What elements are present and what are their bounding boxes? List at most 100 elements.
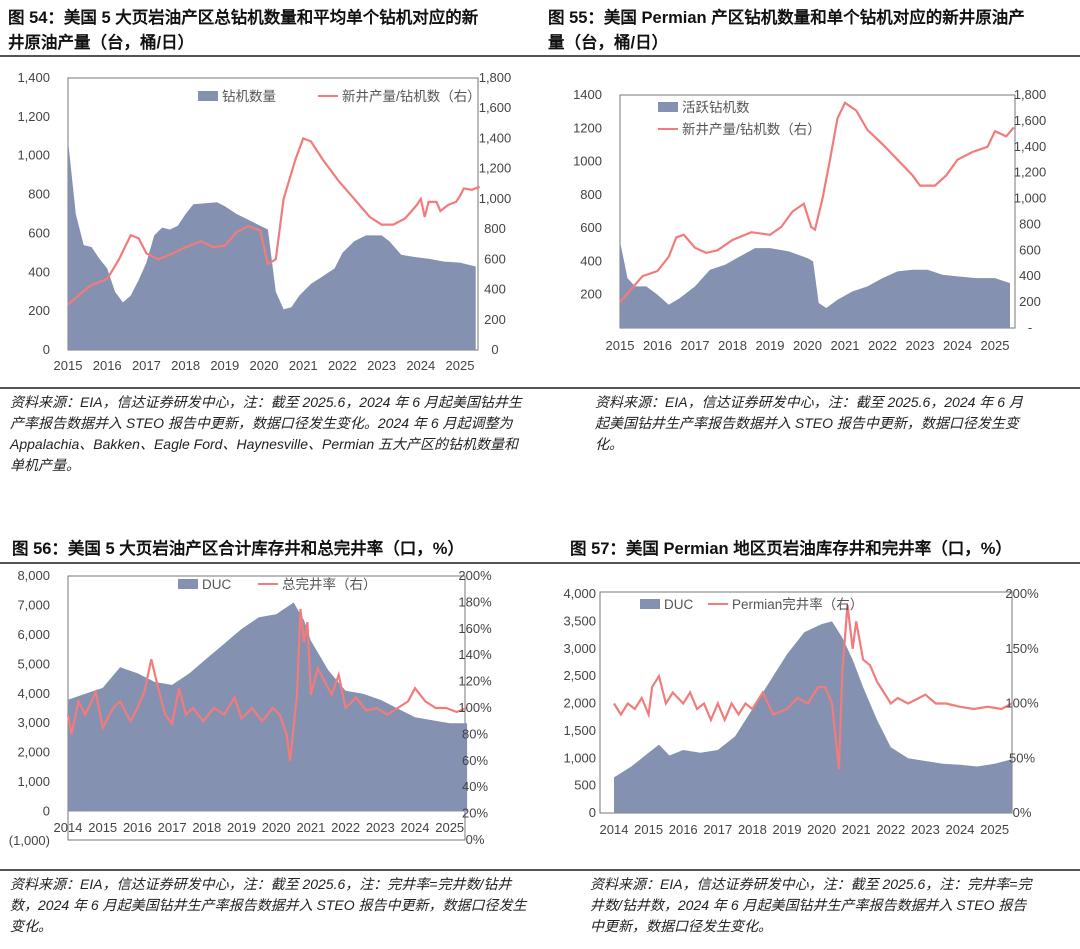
- x-tick-label: 2020: [793, 338, 822, 353]
- x-tick-label: 2016: [123, 820, 152, 835]
- x-tick-label: 2023: [906, 338, 935, 353]
- x-tick-label: 2025: [435, 820, 464, 835]
- x-tick-label: 2024: [401, 820, 430, 835]
- x-tick-label: 2017: [132, 358, 161, 373]
- x-tick-label: 2016: [643, 338, 672, 353]
- y2-tick-label: 1,600: [479, 100, 512, 115]
- x-tick-label: 2024: [946, 822, 975, 837]
- y2-tick-label: 0%: [1013, 805, 1032, 820]
- y2-tick-label: 1,600: [1014, 113, 1047, 128]
- y-tick-label: 500: [574, 778, 596, 793]
- y-tick-label: 1,000: [563, 750, 596, 765]
- x-tick-label: 2019: [227, 820, 256, 835]
- y2-tick-label: 1,400: [479, 130, 512, 145]
- y2-tick-label: 160%: [458, 621, 492, 636]
- chart-55-note: 资料来源：EIA，信达证券研发中心，注：截至 2025.6，2024 年 6 月…: [595, 394, 1023, 452]
- y-tick-label: 4,000: [563, 586, 596, 601]
- y2-tick-label: 60%: [462, 753, 488, 768]
- y-tick-label: 7,000: [17, 597, 50, 612]
- x-tick-label: 2023: [911, 822, 940, 837]
- legend-label: Permian完井率（右）: [732, 596, 863, 612]
- chart-57-title: 图 57：美国 Permian 地区页岩油库存井和完井率（口，%）: [570, 540, 1012, 558]
- y-tick-label: 800: [580, 187, 602, 202]
- x-tick-label: 2021: [831, 338, 860, 353]
- x-tick-label: 2021: [842, 822, 871, 837]
- x-tick-label: 2016: [93, 358, 122, 373]
- chart-54-title: 图 54：美国 5 大页岩油产区总钻机数量和平均单个钻机对应的新 井原油产量（台，…: [8, 9, 479, 52]
- legend-swatch-area: [640, 599, 660, 609]
- y-tick-label: 400: [28, 264, 50, 279]
- chart-57-note: 资料来源：EIA，信达证券研发中心，注：截至 2025.6，注：完井率=完井数/…: [590, 876, 1032, 934]
- legend-label: 钻机数量: [222, 89, 276, 104]
- x-tick-label: 2022: [331, 820, 360, 835]
- y-tick-label: 1,200: [17, 109, 50, 124]
- x-tick-label: 2020: [262, 820, 291, 835]
- chart-55-title: 图 55：美国 Permian 产区钻机数量和单个钻机对应的新井原油产 量（台，桶…: [548, 9, 1025, 52]
- y-tick-label: 2,500: [563, 668, 596, 683]
- x-tick-label: 2015: [606, 338, 635, 353]
- y2-tick-label: 1,400: [1014, 139, 1047, 154]
- legend-label: 总完井率（右）: [282, 576, 377, 592]
- x-tick-label: 2018: [738, 822, 767, 837]
- y2-tick-label: 1,800: [1014, 87, 1047, 102]
- y2-tick-label: 1,200: [1014, 165, 1047, 180]
- chart-56-title: 图 56：美国 5 大页岩油产区合计库存井和总完井率（口，%）: [12, 540, 464, 558]
- line-series: [619, 101, 1015, 303]
- x-tick-label: 2018: [192, 820, 221, 835]
- y2-tick-label: 400: [1019, 268, 1041, 283]
- legend-label: 新井产量/钻机数（右）: [342, 89, 481, 104]
- x-tick-label: 2022: [876, 822, 905, 837]
- y2-tick-label: 100%: [1005, 696, 1039, 711]
- x-tick-label: 2022: [328, 358, 357, 373]
- x-tick-label: 2020: [807, 822, 836, 837]
- x-tick-label: 2023: [366, 820, 395, 835]
- x-tick-label: 2016: [669, 822, 698, 837]
- y-tick-label: 600: [580, 220, 602, 235]
- x-tick-label: 2021: [296, 820, 325, 835]
- line-series: [66, 608, 468, 761]
- y-tick-label: 2,000: [17, 745, 50, 760]
- y-tick-label: 1000: [573, 154, 602, 169]
- y-tick-label: 3,500: [563, 613, 596, 628]
- y2-tick-label: 200: [1019, 294, 1041, 309]
- y2-tick-label: 200%: [1005, 586, 1039, 601]
- x-tick-label: 2017: [158, 820, 187, 835]
- y2-tick-label: 1,000: [479, 191, 512, 206]
- x-tick-label: 2015: [54, 358, 83, 373]
- x-tick-label: 2014: [54, 820, 83, 835]
- x-tick-label: 2018: [171, 358, 200, 373]
- x-tick-label: 2021: [289, 358, 318, 373]
- y-tick-label: 8,000: [17, 568, 50, 583]
- x-tick-label: 2019: [210, 358, 239, 373]
- legend-swatch-area: [658, 102, 678, 112]
- y2-tick-label: 1,800: [479, 70, 512, 85]
- y2-tick-label: 150%: [1005, 641, 1039, 656]
- y-tick-label: 3,000: [563, 641, 596, 656]
- area-series: [68, 602, 468, 812]
- line-series: [67, 136, 480, 306]
- y-tick-label: 2,000: [563, 696, 596, 711]
- x-tick-label: 2024: [406, 358, 435, 373]
- legend-label: DUC: [202, 577, 231, 592]
- y2-tick-label: 120%: [458, 674, 492, 689]
- area-series: [614, 621, 1012, 813]
- x-tick-label: 2025: [980, 822, 1009, 837]
- x-tick-label: 2017: [703, 822, 732, 837]
- divider: [0, 387, 1080, 389]
- x-tick-label: 2015: [634, 822, 663, 837]
- divider: [0, 869, 1080, 871]
- y-tick-label: 800: [28, 187, 50, 202]
- x-tick-label: 2019: [773, 822, 802, 837]
- y-tick-label: 1,500: [563, 723, 596, 738]
- y2-tick-label: 40%: [462, 779, 488, 794]
- y2-tick-label: 400: [484, 282, 506, 297]
- y-tick-label: 0: [43, 804, 50, 819]
- area-series: [68, 140, 476, 350]
- y-tick-label: 1,000: [17, 148, 50, 163]
- x-tick-label: 2020: [250, 358, 279, 373]
- legend-label: DUC: [664, 597, 693, 612]
- divider: [0, 562, 1080, 564]
- legend-swatch-area: [198, 91, 218, 101]
- y2-tick-label: 200%: [458, 568, 492, 583]
